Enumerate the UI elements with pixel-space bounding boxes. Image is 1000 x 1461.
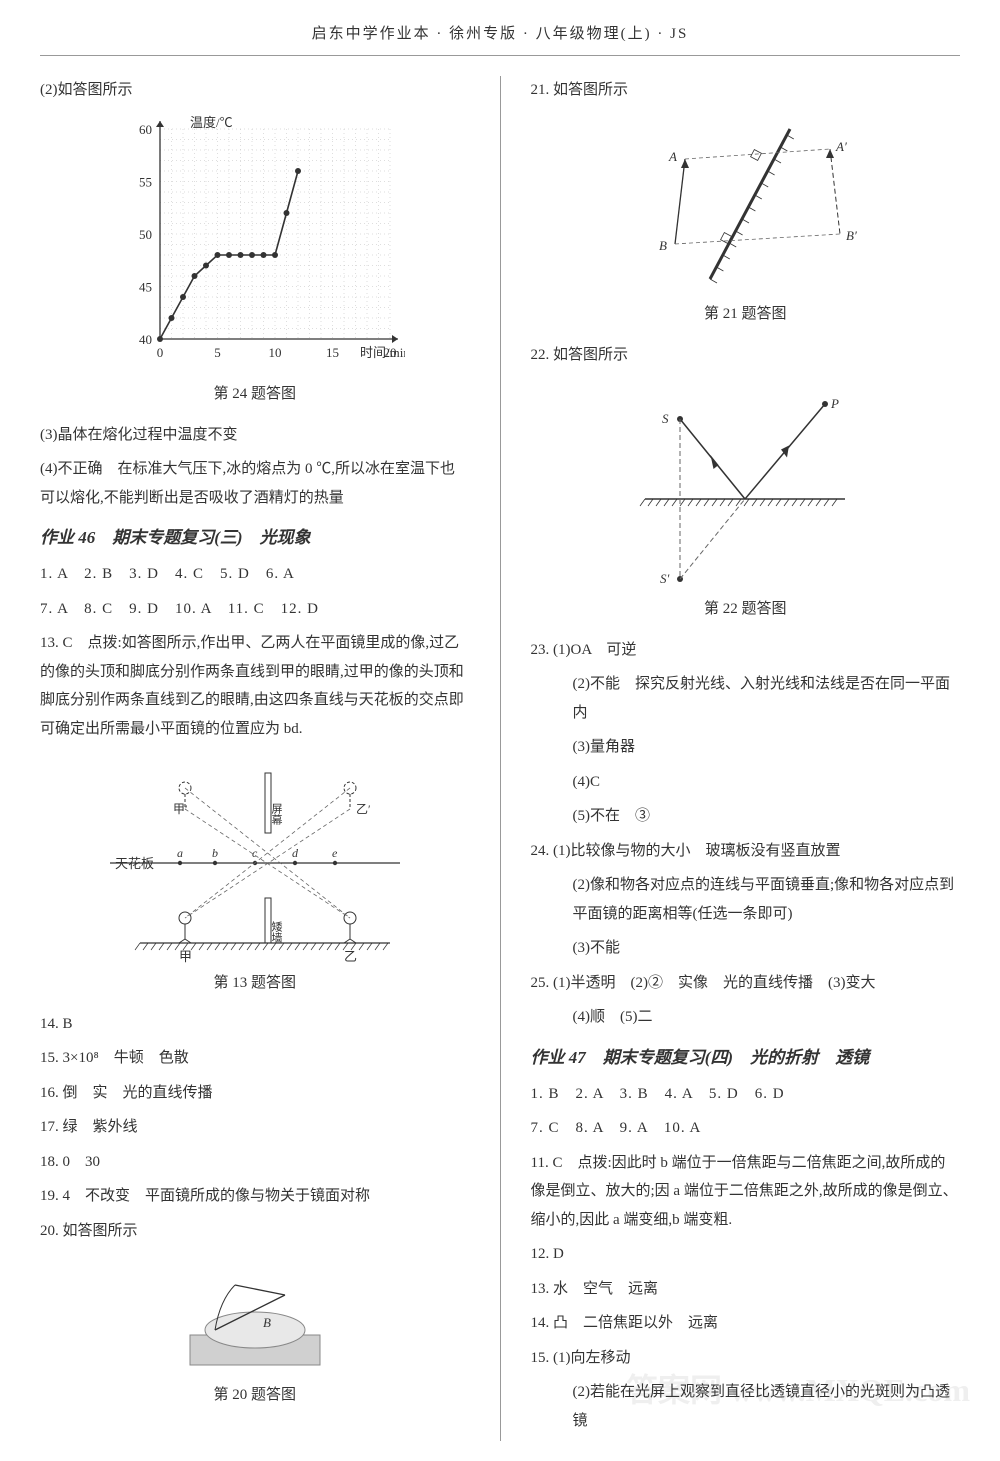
- r-q-13: 13. 水 空气 远离: [531, 1275, 961, 1304]
- content-columns: (2)如答图所示 051015204045505560温度/℃时间/min 第 …: [40, 76, 960, 1442]
- svg-text:矮墙: 矮墙: [270, 920, 283, 944]
- q-19: 19. 4 不改变 平面镜所成的像与物关于镜面对称: [40, 1182, 470, 1211]
- svg-text:温度/℃: 温度/℃: [190, 115, 233, 130]
- hw47-mc2: 7. C 8. A 9. A 10. A: [531, 1114, 961, 1143]
- svg-text:S: S: [662, 411, 669, 426]
- q-20: 20. 如答图所示: [40, 1217, 470, 1246]
- svg-text:e: e: [332, 846, 338, 860]
- r-q-11: 11. C 点拨:因此时 b 端位于一倍焦距与二倍焦距之间,故所成的像是倒立、放…: [531, 1149, 961, 1235]
- svg-text:c: c: [252, 846, 258, 860]
- q-16: 16. 倒 实 光的直线传播: [40, 1079, 470, 1108]
- svg-text:B′: B′: [846, 228, 857, 243]
- svg-text:d: d: [292, 846, 299, 860]
- q-24-1: 24. (1)比较像与物的大小 玻璃板没有竖直放置: [531, 837, 961, 866]
- fig-21-caption: 第 21 题答图: [531, 300, 961, 329]
- svg-text:P: P: [830, 396, 839, 411]
- fig-22: S P S′: [531, 379, 961, 589]
- svg-text:60: 60: [139, 122, 152, 137]
- svg-text:55: 55: [139, 175, 152, 190]
- fig-24-caption: 第 24 题答图: [40, 380, 470, 409]
- fig-20: B: [40, 1255, 470, 1375]
- q-23-5: (5)不在 ③: [531, 802, 961, 831]
- q-23-1: 23. (1)OA 可逆: [531, 636, 961, 665]
- page-header: 启东中学作业本 · 徐州专版 · 八年级物理(上) · JS: [40, 20, 960, 56]
- q-3: (3)晶体在熔化过程中温度不变: [40, 421, 470, 450]
- hw47-mc1: 1. B 2. A 3. B 4. A 5. D 6. D: [531, 1080, 961, 1109]
- r-q-15-1: 15. (1)向左移动: [531, 1344, 961, 1373]
- svg-text:A: A: [668, 149, 677, 164]
- svg-text:S′: S′: [660, 571, 670, 586]
- svg-text:45: 45: [139, 280, 152, 295]
- svg-text:0: 0: [157, 345, 164, 360]
- q-18: 18. 0 30: [40, 1148, 470, 1177]
- q-23-4: (4)C: [531, 768, 961, 797]
- svg-text:天花板: 天花板: [115, 856, 154, 871]
- hw47-title: 作业 47 期末专题复习(四) 光的折射 透镜: [531, 1042, 961, 1074]
- q-23-2: (2)不能 探究反射光线、入射光线和法线是否在同一平面内: [531, 670, 961, 727]
- fig-20-caption: 第 20 题答图: [40, 1381, 470, 1410]
- q-24-3: (3)不能: [531, 934, 961, 963]
- q-2: (2)如答图所示: [40, 76, 470, 105]
- q-21: 21. 如答图所示: [531, 76, 961, 105]
- fig-13-caption: 第 13 题答图: [40, 969, 470, 998]
- hw46-mc2: 7. A 8. C 9. D 10. A 11. C 12. D: [40, 595, 470, 624]
- svg-text:15: 15: [326, 345, 339, 360]
- r-q-14: 14. 凸 二倍焦距以外 远离: [531, 1309, 961, 1338]
- svg-text:时间/min: 时间/min: [360, 345, 405, 360]
- column-divider: [500, 76, 501, 1442]
- q-15: 15. 3×10⁸ 牛顿 色散: [40, 1044, 470, 1073]
- svg-text:50: 50: [139, 227, 152, 242]
- fig-13: a b c d e 天花板甲 乙 甲′ 乙′ 屏幕矮墙: [40, 753, 470, 963]
- r-q-15-2: (2)若能在光屏上观察到直径比透镜直径小的光斑则为凸透镜: [531, 1378, 961, 1435]
- right-column: 21. 如答图所示 A B A′ B′ 第 21 题答图 22. 如答图所示 S P S′…: [531, 76, 961, 1442]
- q-4: (4)不正确 在标准大气压下,冰的熔点为 0 ℃,所以冰在室温下也可以熔化,不能…: [40, 455, 470, 512]
- q-14: 14. B: [40, 1010, 470, 1039]
- svg-text:B: B: [263, 1315, 271, 1330]
- q-25-1: 25. (1)半透明 (2)② 实像 光的直线传播 (3)变大: [531, 969, 961, 998]
- hw46-title: 作业 46 期末专题复习(三) 光现象: [40, 522, 470, 554]
- q-17: 17. 绿 紫外线: [40, 1113, 470, 1142]
- left-column: (2)如答图所示 051015204045505560温度/℃时间/min 第 …: [40, 76, 470, 1442]
- fig-24-chart: 051015204045505560温度/℃时间/min: [40, 114, 470, 374]
- hw46-mc1: 1. A 2. B 3. D 4. C 5. D 6. A: [40, 560, 470, 589]
- svg-text:屏幕: 屏幕: [270, 803, 283, 826]
- svg-text:a: a: [177, 846, 183, 860]
- svg-text:5: 5: [214, 345, 221, 360]
- svg-text:B: B: [659, 238, 667, 253]
- svg-text:A′: A′: [835, 139, 847, 154]
- q-13: 13. C 点拨:如答图所示,作出甲、乙两人在平面镜里成的像,过乙的像的头顶和脚…: [40, 629, 470, 743]
- svg-text:甲: 甲: [179, 949, 192, 963]
- svg-text:10: 10: [268, 345, 281, 360]
- svg-text:甲′: 甲′: [173, 802, 188, 816]
- q-22: 22. 如答图所示: [531, 341, 961, 370]
- r-q-12: 12. D: [531, 1240, 961, 1269]
- svg-text:b: b: [212, 846, 218, 860]
- q-25-2: (4)顺 (5)二: [531, 1003, 961, 1032]
- fig-22-caption: 第 22 题答图: [531, 595, 961, 624]
- svg-text:乙: 乙: [344, 949, 357, 963]
- svg-text:40: 40: [139, 332, 152, 347]
- q-23-3: (3)量角器: [531, 733, 961, 762]
- svg-text:乙′: 乙′: [356, 802, 371, 816]
- q-24-2: (2)像和物各对应点的连线与平面镜垂直;像和物各对应点到平面镜的距离相等(任选一…: [531, 871, 961, 928]
- fig-21: A B A′ B′: [531, 114, 961, 294]
